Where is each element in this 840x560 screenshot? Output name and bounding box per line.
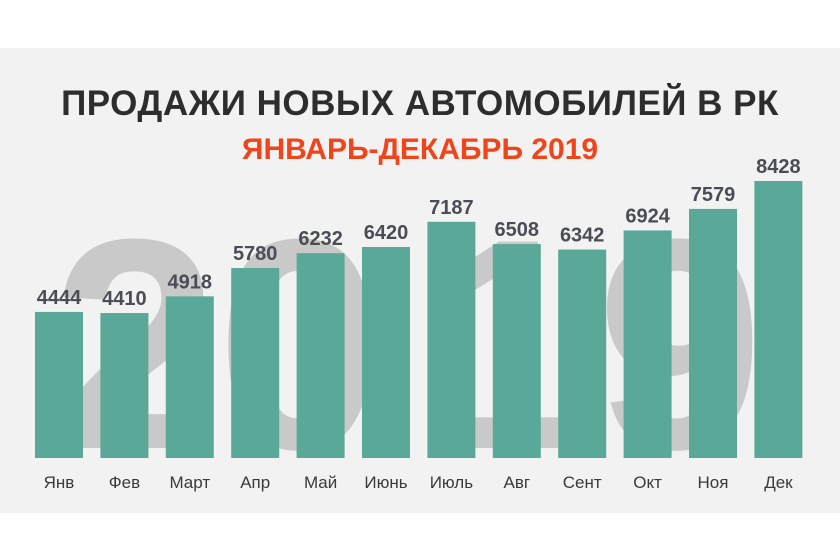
bar-7	[427, 221, 476, 458]
x-tick-label: Ноя	[698, 473, 729, 492]
bar-10	[623, 230, 672, 458]
x-tick-label: Июнь	[364, 473, 407, 492]
bar-value-label: 6420	[364, 222, 409, 244]
x-tick-label: Янв	[44, 473, 75, 492]
x-tick-label: Сент	[563, 473, 602, 492]
x-tick-label: Март	[169, 473, 210, 492]
bar-value-label: 6342	[560, 225, 605, 247]
bar-value-label: 6924	[625, 205, 670, 227]
x-axis-labels: Янв Фев Март Апр Май Июнь Июль Авг Сент Окт Ноя Дек	[44, 473, 794, 492]
bar-8	[492, 244, 541, 458]
bar-4	[231, 268, 280, 458]
watermark-digit: 9	[597, 176, 764, 512]
x-tick-label: Апр	[240, 473, 270, 492]
x-tick-label: Фев	[109, 473, 140, 492]
bar-value-label: 7579	[691, 184, 736, 206]
x-tick-label: Дек	[764, 473, 793, 492]
value-labels: 4444 4410 4918 5780 6232 6420 7187 6508 6342 6924…	[37, 156, 801, 310]
chart-title: ПРОДАЖИ НОВЫХ АВТОМОБИЛЕЙ В РК	[61, 84, 779, 123]
bar-value-label: 8428	[756, 156, 801, 178]
bar-5	[296, 253, 345, 458]
chart-subtitle: ЯНВАРЬ-ДЕКАБРЬ 2019	[241, 133, 599, 166]
x-tick-label: Авг	[504, 473, 531, 492]
bar-11	[689, 208, 737, 458]
bar-value-label: 6232	[298, 228, 343, 250]
bars-layer	[35, 181, 803, 458]
bar-value-label: 5780	[233, 243, 278, 265]
x-tick-label: Окт	[633, 473, 662, 492]
bar-value-label: 6508	[495, 219, 540, 241]
bar-value-label: 7187	[429, 197, 474, 219]
bar-1	[35, 311, 83, 458]
bar-value-label: 4410	[102, 288, 147, 310]
x-tick-label: Май	[304, 473, 337, 492]
bar-9	[558, 249, 607, 458]
bar-3	[165, 296, 214, 458]
bar-value-label: 4444	[37, 287, 82, 309]
x-tick-label: Июль	[430, 473, 474, 492]
bar-12	[754, 181, 803, 458]
bar-2	[100, 313, 149, 458]
bar-value-label: 4918	[168, 271, 213, 293]
bar-6	[362, 246, 410, 458]
